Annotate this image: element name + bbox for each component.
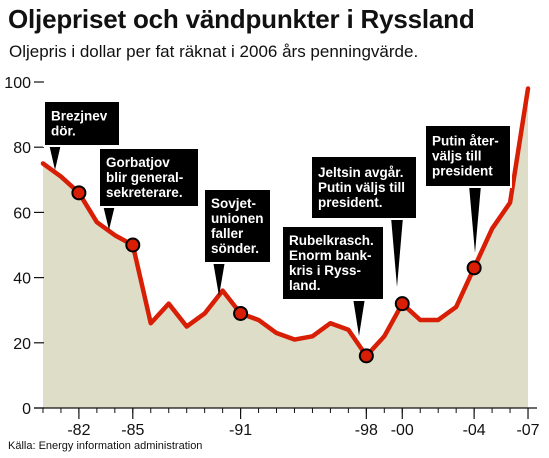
annotation-marker <box>71 185 87 201</box>
y-tick-label-20: 20 <box>13 336 31 353</box>
annotation-text-line: Sovjet- <box>211 196 256 211</box>
annotation-text-line: Gorbatjov <box>106 155 170 170</box>
annotation-text-line: president <box>432 164 493 179</box>
annotation-text-line: sönder. <box>211 241 259 256</box>
annotation-text-line: Putin väljs till <box>318 180 405 195</box>
annotation-text-line: unionen <box>211 211 264 226</box>
annotation-text-line: Brezjnev <box>51 109 108 124</box>
annotation-pointer <box>103 205 115 230</box>
y-tick-label-0: 0 <box>22 401 31 418</box>
annotation-1998: Rubelkrasch.Enorm bank-kris i Ryss-land. <box>281 225 385 364</box>
annotation-pointer <box>469 185 481 253</box>
price-line <box>40 86 531 359</box>
annotation-marker <box>233 305 249 321</box>
y-tick-label-40: 40 <box>13 271 31 288</box>
annotation-pointer <box>213 261 225 296</box>
annotation-box <box>281 225 385 301</box>
annotation-text-line: president. <box>318 195 383 210</box>
chart-title: Oljepriset och vändpunkter i Ryssland <box>8 4 475 34</box>
annotation-pointer <box>391 217 403 287</box>
annotation-pointer <box>49 144 61 170</box>
annotation-marker <box>125 237 141 253</box>
annotation-marker <box>358 348 374 364</box>
annotation-text-line: blir general- <box>106 170 183 185</box>
annotation-text-line: Jeltsin avgår. <box>318 165 404 180</box>
annotation-box <box>424 124 512 188</box>
x-tick-label-1985: -85 <box>121 422 144 439</box>
source-note: Källa: Energy information administration <box>8 440 203 452</box>
annotation-text-line: dör. <box>51 124 76 139</box>
x-tick-label-2007: -07 <box>516 422 539 439</box>
x-tick-label-2004: -04 <box>463 422 486 439</box>
price-line-layer <box>40 86 531 359</box>
y-tick-label-100: 100 <box>4 75 31 92</box>
x-tick-label-1991: -91 <box>229 422 252 439</box>
annotation-text-line: faller <box>211 226 244 241</box>
annotation-text-line: Putin åter- <box>432 134 499 149</box>
annotation-marker <box>394 296 410 312</box>
annotation-box <box>203 188 272 264</box>
annotation-marker <box>466 260 482 276</box>
annotation-box <box>310 155 418 220</box>
annotation-text-line: Rubelkrasch. <box>289 233 374 248</box>
price-area-layer <box>42 88 529 409</box>
price-area <box>42 88 529 409</box>
annotation-pointer <box>353 298 365 336</box>
y-tick-label-80: 80 <box>13 140 31 157</box>
annotation-text-line: land. <box>289 278 321 293</box>
axes-layer: 0 20 40 60 80 100 -82 -85 -91 -98 -00 -04 -07 <box>4 75 539 439</box>
annotation-text-line: kris i Ryss- <box>289 263 361 278</box>
x-tick-label-1998: -98 <box>355 422 378 439</box>
annotation-box <box>43 100 121 147</box>
x-tick-label-2000: -00 <box>391 422 414 439</box>
annotation-text-line: sekreterare. <box>106 185 183 200</box>
y-tick-label-60: 60 <box>13 205 31 222</box>
annotation-text-line: Enorm bank- <box>289 248 372 263</box>
x-tick-label-1982: -82 <box>67 422 90 439</box>
chart-subtitle: Oljepris i dollar per fat räknat i 2006 … <box>9 42 419 61</box>
annotation-box <box>98 147 200 208</box>
annotation-text-line: väljs till <box>432 149 482 164</box>
